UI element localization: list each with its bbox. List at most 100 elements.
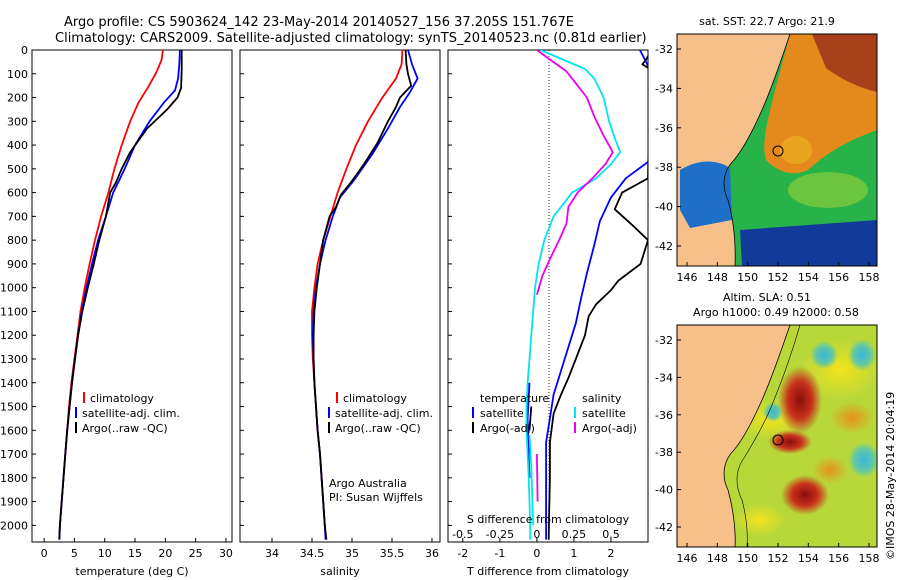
x-tick-label: 2	[607, 547, 614, 560]
sst-cold-water	[680, 161, 732, 228]
depth-tick-label: 1200	[0, 329, 28, 342]
difference-panel-frame	[447, 49, 649, 543]
x-tick-label: 20	[158, 547, 172, 560]
x-tick-label: 36	[425, 547, 439, 560]
sla-cold-eddy	[810, 341, 838, 369]
sla-map-frame	[676, 324, 878, 548]
credit-line2: PI: Susan Wijffels	[329, 491, 423, 504]
x-tick-label: 0	[41, 547, 48, 560]
x-tick-label: 5	[71, 547, 78, 560]
legend-label-climatology: climatology	[343, 392, 407, 405]
legend-label-satellite: satellite-adj. clim.	[335, 407, 433, 420]
x-tick-label: 10	[98, 547, 112, 560]
depth-tick-label: 800	[7, 234, 28, 247]
x-tick-label: 34	[265, 547, 279, 560]
map-x-tick-label: 152	[768, 271, 789, 284]
map-y-tick-label: -32	[655, 334, 673, 347]
x-tick-label: 1	[570, 547, 577, 560]
map-y-tick-label: -38	[655, 161, 673, 174]
depth-tick-label: 100	[7, 68, 28, 81]
temperature-axis-label: temperature (deg C)	[75, 565, 188, 578]
series-line	[525, 50, 622, 540]
depth-tick-label: 400	[7, 139, 28, 152]
depth-tick-label: 0	[21, 44, 28, 57]
sst-map-title: sat. SST: 22.7 Argo: 21.9	[699, 15, 835, 28]
header-title-line2: Climatology: CARS2009. Satellite-adjuste…	[55, 31, 647, 46]
depth-axis: 0 100 200 300 400 500 600 700 800 900 1000 1100 1200…	[0, 44, 452, 532]
sla-map-title-line1: Altim. SLA: 0.51	[723, 291, 811, 304]
map-y-tick-label: -42	[655, 521, 673, 534]
x-tick-label: 35.5	[380, 547, 405, 560]
sla-isobath	[736, 325, 801, 547]
x-tick-label: 15	[128, 547, 142, 560]
sst-map-frame	[676, 33, 878, 267]
legend-title-temperature: temperature	[480, 392, 549, 405]
series-line	[526, 382, 531, 478]
map-x-tick-label: 146	[677, 552, 698, 565]
series-line	[536, 454, 539, 502]
top-x-tick-label: 0.5	[602, 528, 620, 541]
difference-series	[525, 50, 648, 540]
sla-warm-eddy	[768, 430, 812, 454]
sla-cold-eddy	[763, 402, 783, 422]
salinity-x-axis: 34 34.5 35 35.5 36	[265, 538, 439, 560]
map-x-tick-label: 154	[798, 271, 819, 284]
x-tick-label: 34.5	[300, 547, 325, 560]
series-line	[536, 50, 614, 296]
s-difference-axis-label: S difference from climatology	[467, 513, 630, 526]
depth-tick-label: 200	[7, 92, 28, 105]
sla-map-axes: 146 148 150 152 154 156 158 -32 -34 -36 -38 -40 -42	[655, 334, 879, 565]
sst-mid-water	[788, 172, 868, 208]
depth-tick-label: 700	[7, 210, 28, 223]
depth-tick-label: 600	[7, 187, 28, 200]
sla-warm-eddy	[778, 366, 822, 434]
map-x-tick-label: 156	[828, 271, 849, 284]
sla-map	[677, 325, 877, 547]
x-tick-label: 25	[189, 547, 203, 560]
x-tick-label: -1	[494, 547, 505, 560]
depth-tick-label: 300	[7, 115, 28, 128]
depth-tick-label: 1700	[0, 448, 28, 461]
map-y-tick-label: -36	[655, 409, 673, 422]
x-tick-label: 30	[219, 547, 233, 560]
temperature-x-axis: 0 5 10 15 20 25 30	[41, 538, 233, 560]
depth-tick-label: 1900	[0, 496, 28, 509]
salinity-panel-frame	[239, 49, 441, 543]
credit-line1: Argo Australia	[329, 477, 407, 490]
legend-label-climatology: climatology	[90, 392, 154, 405]
depth-tick-label: 1100	[0, 305, 28, 318]
map-x-tick-label: 158	[859, 552, 880, 565]
sla-positive-anomaly	[830, 402, 874, 434]
map-y-tick-label: -36	[655, 122, 673, 135]
difference-top-x-axis: -0.5 -0.25 0 0.25 0.5	[452, 528, 620, 541]
map-x-tick-label: 156	[828, 552, 849, 565]
legend-label-t-argo: Argo(-adj)	[480, 422, 535, 435]
series-line	[547, 54, 648, 540]
difference-x-axis: -2 -1 0 1 2	[457, 538, 614, 560]
x-tick-label: 35	[345, 547, 359, 560]
map-x-tick-label: 158	[859, 271, 880, 284]
sst-map	[677, 34, 877, 266]
map-x-tick-label: 148	[707, 552, 728, 565]
sst-deep-cold	[740, 220, 877, 266]
top-x-tick-label: 0	[533, 528, 540, 541]
sst-map-axes: 146 148 150 152 154 156 158 -32 -34 -36 -38 -40 -42	[655, 43, 879, 284]
map-x-tick-label: 150	[737, 552, 758, 565]
sla-cold-eddy	[848, 339, 876, 371]
x-tick-label: 0	[533, 547, 540, 560]
sla-cold-eddy	[848, 442, 877, 478]
depth-tick-label: 1400	[0, 377, 28, 390]
legend-label-s-argo: Argo(-adj)	[582, 422, 637, 435]
sla-positive-anomaly	[812, 456, 848, 484]
depth-tick-label: 900	[7, 258, 28, 271]
temperature-series	[58, 50, 183, 540]
sla-high	[734, 504, 786, 536]
map-y-tick-label: -38	[655, 446, 673, 459]
difference-legend: temperature salinity satellite Argo(-adj…	[472, 392, 637, 435]
header-title-line1: Argo profile: CS 5903624_142 23-May-2014…	[64, 15, 574, 30]
legend-label-satellite: satellite-adj. clim.	[82, 407, 180, 420]
legend-label-t-satellite: satellite	[480, 407, 524, 420]
sst-eddy	[780, 136, 812, 164]
series-line	[639, 50, 648, 67]
